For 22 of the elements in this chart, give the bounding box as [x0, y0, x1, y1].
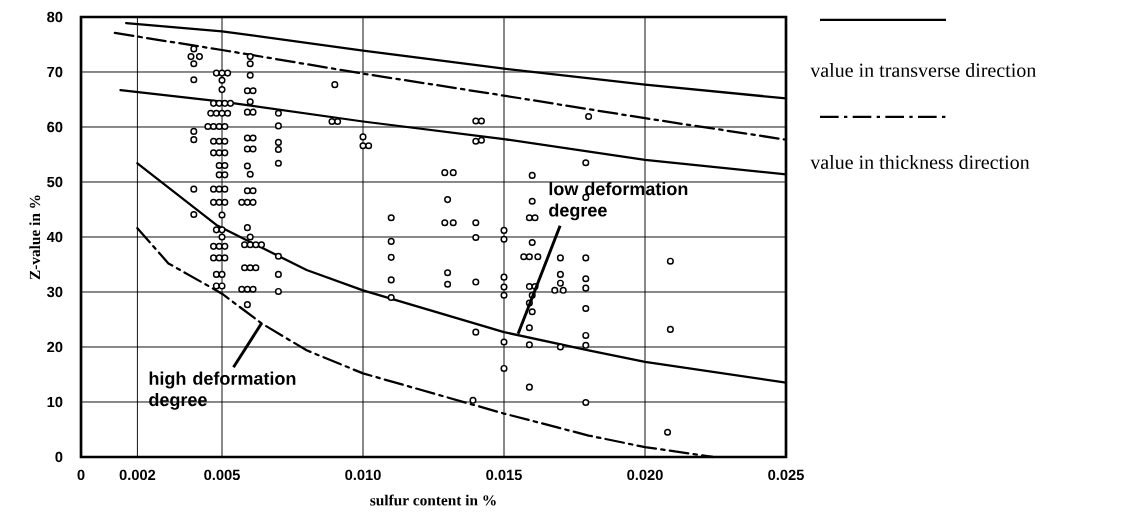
x-tick-label: 0: [77, 469, 85, 481]
y-tick-label: 50: [47, 176, 63, 188]
x-tick-label: 0.015: [486, 469, 522, 481]
x-tick-label: 0.005: [204, 469, 240, 481]
annotation: low deformation degree: [549, 182, 688, 221]
series-label: value in transverse direction: [810, 62, 1037, 78]
y-tick-label: 60: [47, 121, 63, 133]
y-tick-label: 80: [47, 11, 63, 23]
y-tick-label: 10: [47, 396, 63, 408]
y-tick-label: 40: [46, 231, 63, 243]
x-axis-title: sulfur content in %: [370, 494, 496, 506]
y-tick-label: 70: [47, 66, 63, 78]
y-tick-label: 0: [55, 451, 63, 463]
y-axis-title: Z-value in %: [29, 195, 41, 280]
x-tick-label: 0.010: [345, 469, 381, 481]
x-tick-label: 0.002: [119, 469, 156, 481]
x-tick-label: 0.025: [768, 469, 804, 481]
x-tick-label: 0.020: [627, 469, 663, 481]
annotation: high deformation degree: [149, 371, 296, 410]
y-tick-label: 20: [47, 341, 63, 353]
y-tick-label: 30: [46, 286, 63, 298]
series-label: value in thickness direction: [810, 154, 1030, 170]
